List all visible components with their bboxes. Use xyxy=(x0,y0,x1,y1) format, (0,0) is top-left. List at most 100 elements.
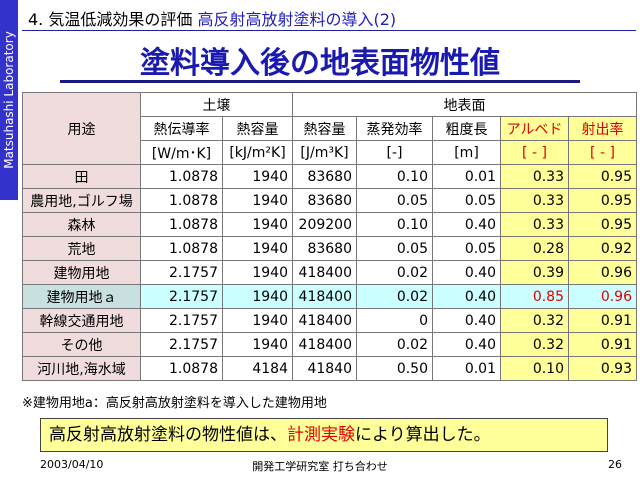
topic: 高反射高放射塗料の導入(2) xyxy=(197,10,397,29)
cell: 1940 xyxy=(222,164,293,189)
cell: 1.0878 xyxy=(140,188,223,213)
cell: 1940 xyxy=(222,212,293,237)
cell: 0.95 xyxy=(568,188,637,213)
unit-header: [J/m³K] xyxy=(292,140,357,165)
cell: 0.93 xyxy=(568,356,637,381)
unit-header: [m] xyxy=(432,140,501,165)
conclusion: 高反射高放射塗料の物性値は、計測実験により算出した。 xyxy=(40,418,608,452)
column-header: 熱容量 xyxy=(292,116,357,141)
row-label: 荒地 xyxy=(22,236,141,261)
cell: 0 xyxy=(356,308,433,333)
cell: 0.95 xyxy=(568,164,637,189)
unit-header: [ - ] xyxy=(568,140,637,165)
header-rule xyxy=(22,30,636,31)
cell: 1940 xyxy=(222,332,293,357)
cell: 0.85 xyxy=(500,284,569,309)
unit-header: [W/m･K] xyxy=(140,140,223,165)
column-header: アルベド xyxy=(500,116,569,141)
footer-center: 開発工学研究室 打ち合わせ xyxy=(252,460,388,473)
data-row: 建物用地 2.1757 1940 418400 0.02 0.40 0.39 0.96 xyxy=(22,260,637,285)
side-bar: Matsuhashi Laboratory xyxy=(0,0,18,200)
conclusion-text: により算出した。 xyxy=(355,425,491,445)
column-header: 熱容量 xyxy=(222,116,293,141)
column-header: 射出率 xyxy=(568,116,637,141)
cell: 1.0878 xyxy=(140,236,223,261)
row-label: 河川地,海水域 xyxy=(22,356,141,381)
property-table: 用途 土壌 地表面 熱伝導率 熱容量 熱容量 蒸発効率 粗度長 アルベド 射出率 [W/m･K] [k… xyxy=(22,92,637,381)
header-cell: 用途 xyxy=(22,92,141,165)
group-header: 地表面 xyxy=(292,92,637,117)
cell: 0.32 xyxy=(500,332,569,357)
note: ※建物用地a：高反射高放射塗料を導入した建物用地 xyxy=(22,396,327,411)
row-label: 田 xyxy=(22,164,141,189)
title: 塗料導入後の地表面物性値 xyxy=(140,46,500,81)
cell: 418400 xyxy=(292,332,357,357)
row-label: 建物用地ａ xyxy=(22,284,141,309)
cell: 83680 xyxy=(292,164,357,189)
data-row: その他 2.1757 1940 418400 0.02 0.40 0.32 0.91 xyxy=(22,332,637,357)
conclusion-highlight: 計測実験 xyxy=(287,425,355,445)
cell: 0.05 xyxy=(432,188,501,213)
cell: 0.33 xyxy=(500,188,569,213)
data-row: 森林 1.0878 1940 209200 0.10 0.40 0.33 0.95 xyxy=(22,212,637,237)
cell: 0.05 xyxy=(356,188,433,213)
cell: 0.96 xyxy=(568,260,637,285)
cell: 0.05 xyxy=(432,236,501,261)
column-header: 蒸発効率 xyxy=(356,116,433,141)
cell: 0.02 xyxy=(356,260,433,285)
column-header: 粗度長 xyxy=(432,116,501,141)
cell: 0.95 xyxy=(568,212,637,237)
cell: 0.40 xyxy=(432,260,501,285)
cell: 1.0878 xyxy=(140,212,223,237)
data-row: 建物用地ａ 2.1757 1940 418400 0.02 0.40 0.85 0.96 xyxy=(22,284,637,309)
row-label: 農用地,ゴルフ場 xyxy=(22,188,141,213)
section: 4. 気温低減効果の評価 xyxy=(28,10,193,29)
cell: 0.39 xyxy=(500,260,569,285)
cell: 0.02 xyxy=(356,332,433,357)
cell: 0.28 xyxy=(500,236,569,261)
cell: 0.40 xyxy=(432,212,501,237)
group-header: 土壌 xyxy=(140,92,293,117)
cell: 1940 xyxy=(222,236,293,261)
cell: 0.32 xyxy=(500,308,569,333)
page-number: 26 xyxy=(608,458,622,471)
cell: 0.10 xyxy=(356,212,433,237)
header: 4. 気温低減効果の評価 高反射高放射塗料の導入(2) xyxy=(28,6,396,30)
unit-header: [ - ] xyxy=(500,140,569,165)
cell: 0.01 xyxy=(432,356,501,381)
header-row: 用途 土壌 地表面 xyxy=(22,92,637,165)
row-label: 幹線交通用地 xyxy=(22,308,141,333)
column-header: 熱伝導率 xyxy=(140,116,223,141)
cell: 1940 xyxy=(222,188,293,213)
footer-date: 2003/04/10 xyxy=(40,458,104,471)
cell: 2.1757 xyxy=(140,284,223,309)
cell: 0.05 xyxy=(356,236,433,261)
header-row: [W/m･K] [kJ/m²K] [J/m³K] [-] [m][ - ][ - ] xyxy=(23,140,637,165)
data-row: 田 1.0878 1940 83680 0.10 0.01 0.33 0.95 xyxy=(22,164,637,189)
cell: 0.40 xyxy=(432,284,501,309)
cell: 83680 xyxy=(292,188,357,213)
cell: 0.02 xyxy=(356,284,433,309)
cell: 0.50 xyxy=(356,356,433,381)
cell: 0.01 xyxy=(432,164,501,189)
cell: 41840 xyxy=(292,356,357,381)
cell: 0.96 xyxy=(568,284,637,309)
cell: 1940 xyxy=(222,308,293,333)
cell: 2.1757 xyxy=(140,308,223,333)
header-row: 熱伝導率 熱容量 熱容量 蒸発効率 粗度長 アルベド 射出率 xyxy=(23,116,637,141)
cell: 0.91 xyxy=(568,308,637,333)
cell: 0.91 xyxy=(568,332,637,357)
data-row: 河川地,海水域 1.0878 4184 41840 0.50 0.01 0.10 0.93 xyxy=(22,356,637,381)
cell: 0.33 xyxy=(500,212,569,237)
cell: 83680 xyxy=(292,236,357,261)
cell: 1.0878 xyxy=(140,356,223,381)
cell: 418400 xyxy=(292,260,357,285)
cell: 418400 xyxy=(292,284,357,309)
data-row: 幹線交通用地 2.1757 1940 418400 0 0.40 0.32 0.91 xyxy=(22,308,637,333)
cell: 209200 xyxy=(292,212,357,237)
cell: 4184 xyxy=(222,356,293,381)
row-label: 建物用地 xyxy=(22,260,141,285)
cell: 2.1757 xyxy=(140,260,223,285)
title-rule xyxy=(60,80,580,83)
